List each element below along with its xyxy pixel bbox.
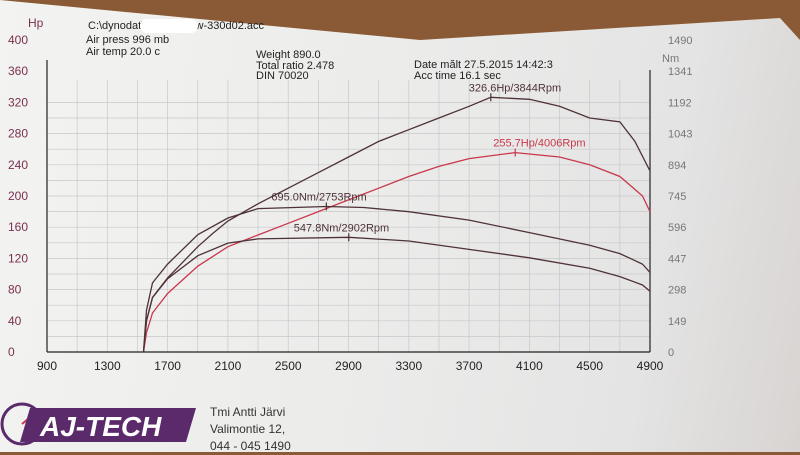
y-left-tick-label: 160 (8, 220, 28, 234)
x-tick-label: 1700 (154, 359, 181, 373)
y-left-tick-label: 40 (8, 314, 22, 328)
aj-tech-logo: AJ-TECH (0, 402, 196, 446)
x-tick-label: 4500 (576, 359, 603, 373)
series-line-4 (142, 236, 651, 353)
company: Tmi Antti Järvi (210, 405, 286, 419)
air-temp: Air temp 20.0 c (86, 46, 160, 58)
y-left-tick-label: 400 (8, 33, 28, 47)
din: DIN 70020 (256, 70, 309, 82)
y-left-tick-label: 200 (8, 189, 28, 203)
grid (46, 80, 651, 353)
peak-annotation: 547.8Nm/2902Rpm (294, 222, 389, 234)
x-tick-label: 2900 (335, 359, 362, 373)
y-left-tick-label: 120 (8, 251, 28, 265)
peak-annotation: 326.6Hp/3844Rpm (469, 82, 561, 94)
phone: 044 - 045 1490 (210, 439, 291, 453)
total-ratio: Total ratio 2.478 (256, 60, 334, 72)
y-right-tick-label: 298 (668, 285, 686, 297)
y-left-tick-label: 280 (8, 127, 28, 141)
y-right-tick-label: 1043 (668, 129, 692, 141)
air-press: Air press 996 mb (86, 34, 169, 46)
y-right-tick-label: 1341 (668, 66, 692, 78)
redaction (140, 19, 198, 33)
series-line-1 (142, 96, 651, 353)
x-tick-label: 3700 (456, 359, 483, 373)
y-right-tick-label: 1490 (668, 35, 692, 47)
series-line-3 (142, 205, 651, 353)
y-left-tick-label: 80 (8, 283, 22, 297)
x-tick-label: 2100 (215, 359, 242, 373)
x-tick-label: 4100 (516, 359, 543, 373)
date: Date mălt 27.5.2015 14:42:3 (414, 59, 553, 71)
logo-text: AJ-TECH (39, 411, 162, 442)
x-tick-label: 900 (37, 359, 57, 373)
y-right-tick-label: 894 (668, 160, 686, 172)
y-right-tick-label: 447 (668, 253, 686, 265)
y-right-label: Nm (662, 53, 679, 65)
series-line-2 (142, 151, 651, 353)
y-right-tick-label: 0 (668, 347, 674, 359)
footer: Tmi Antti Järvi Valimontie 12, 044 - 045… (210, 404, 291, 455)
y-left-tick-label: 0 (8, 345, 15, 359)
x-tick-label: 2500 (275, 359, 302, 373)
y-left-tick-label: 320 (8, 95, 28, 109)
labels: 900 1300 1700 2100 2500 2900 3300 3700 4100 4500 4… (8, 33, 692, 373)
x-tick-label: 3300 (395, 359, 422, 373)
y-left-tick-label: 240 (8, 158, 28, 172)
y-right-tick-label: 149 (668, 316, 686, 328)
acc-time: Acc time 16.1 sec (414, 70, 501, 82)
y-right-tick-label: 1192 (668, 97, 692, 109)
peak-annotation: 255.7Hp/4006Rpm (493, 138, 585, 150)
y-left-tick-label: 360 (8, 64, 28, 78)
weight: Weight 890.0 (256, 49, 321, 61)
x-tick-label: 1300 (94, 359, 121, 373)
peak-annotation: 695.0Nm/2753Rpm (271, 191, 366, 203)
file-path: C:\dynodat\ bmw-330d02.acc (88, 20, 265, 32)
y-right-tick-label: 745 (668, 191, 686, 203)
x-tick-label: 4900 (637, 359, 664, 373)
series (142, 93, 651, 353)
y-left-label: Hp (28, 16, 44, 30)
address: Valimontie 12, (210, 422, 286, 436)
y-right-tick-label: 596 (668, 222, 686, 234)
